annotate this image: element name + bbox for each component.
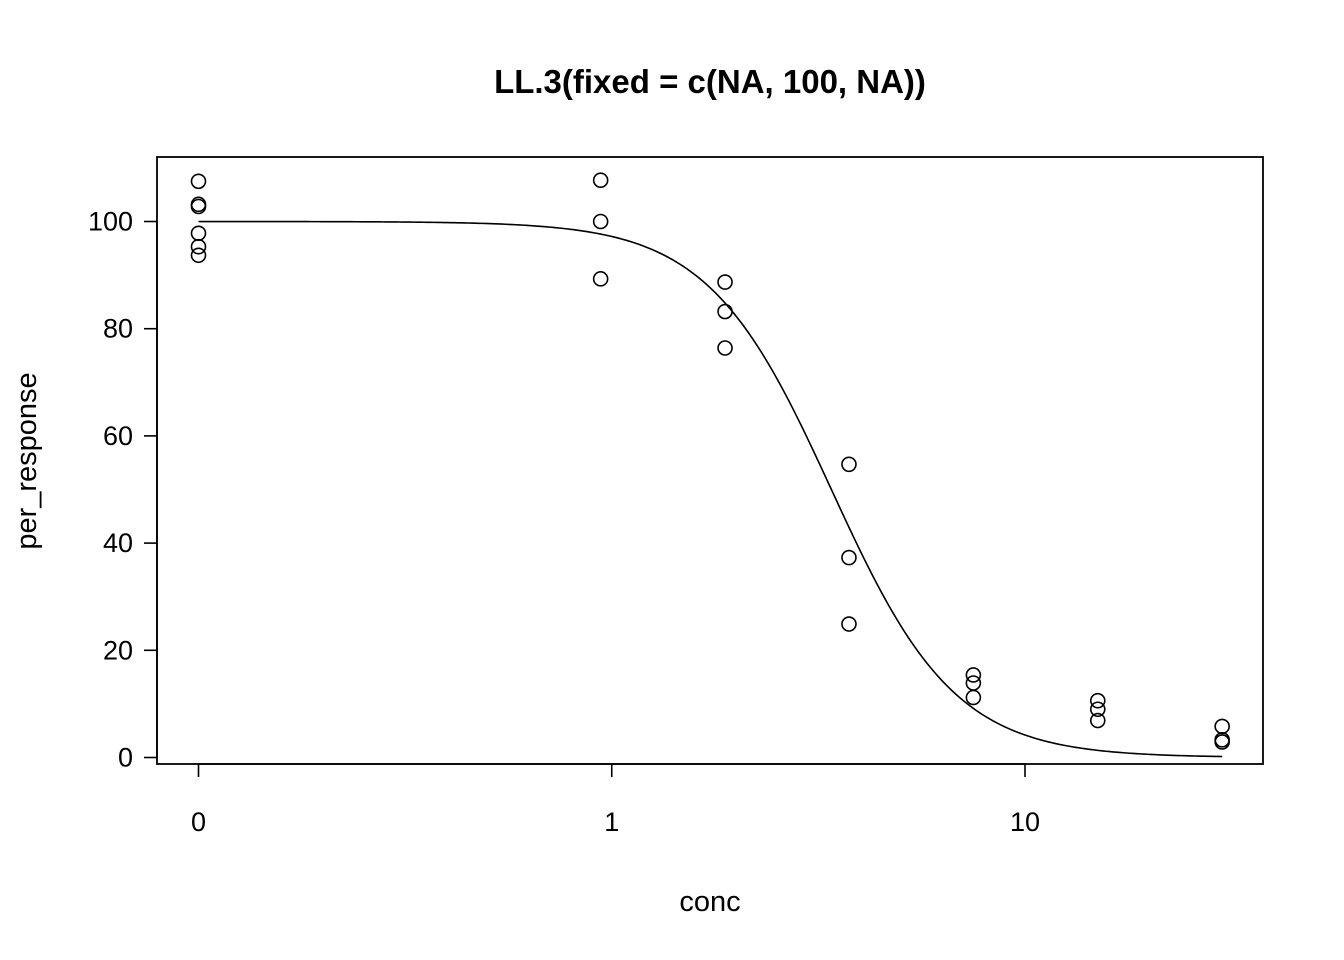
chart-title: LL.3(fixed = c(NA, 100, NA)) <box>494 63 926 100</box>
data-point <box>1089 701 1106 718</box>
data-point <box>965 667 982 683</box>
y-tick-label: 60 <box>103 421 133 451</box>
data-point <box>592 271 609 287</box>
data-point <box>1089 712 1106 729</box>
data-point <box>841 616 857 632</box>
data-point <box>965 675 982 691</box>
y-tick-label: 40 <box>103 528 133 558</box>
data-point <box>190 238 207 255</box>
data-point <box>1089 692 1106 709</box>
data-point <box>592 213 609 230</box>
plot-frame <box>156 156 1264 765</box>
y-tick-label: 80 <box>103 314 133 344</box>
x-tick-label: 10 <box>1010 807 1040 837</box>
data-point <box>1214 718 1230 735</box>
data-point <box>592 172 609 189</box>
data-points <box>190 172 1230 750</box>
x-tick-label: 0 <box>191 807 206 837</box>
y-axis-label: per_response <box>11 372 43 549</box>
data-point <box>717 303 733 320</box>
data-point <box>717 340 733 356</box>
x-tick-label: 1 <box>604 807 619 837</box>
data-point <box>190 173 207 190</box>
x-axis-label: conc <box>679 886 740 918</box>
y-axis: 0 20 40 60 80 100 <box>88 207 158 773</box>
data-point <box>841 456 857 473</box>
y-tick-label: 0 <box>118 743 133 773</box>
data-point <box>190 225 207 242</box>
data-point <box>965 689 982 706</box>
x-axis: 0 1 10 <box>191 763 1040 837</box>
fitted-curve <box>198 220 1223 758</box>
y-tick-label: 20 <box>103 635 133 665</box>
y-tick-label: 100 <box>88 207 133 237</box>
data-point <box>190 198 207 215</box>
data-point <box>190 247 207 264</box>
data-point <box>717 274 733 290</box>
data-point <box>841 549 857 566</box>
data-point <box>1214 734 1230 750</box>
